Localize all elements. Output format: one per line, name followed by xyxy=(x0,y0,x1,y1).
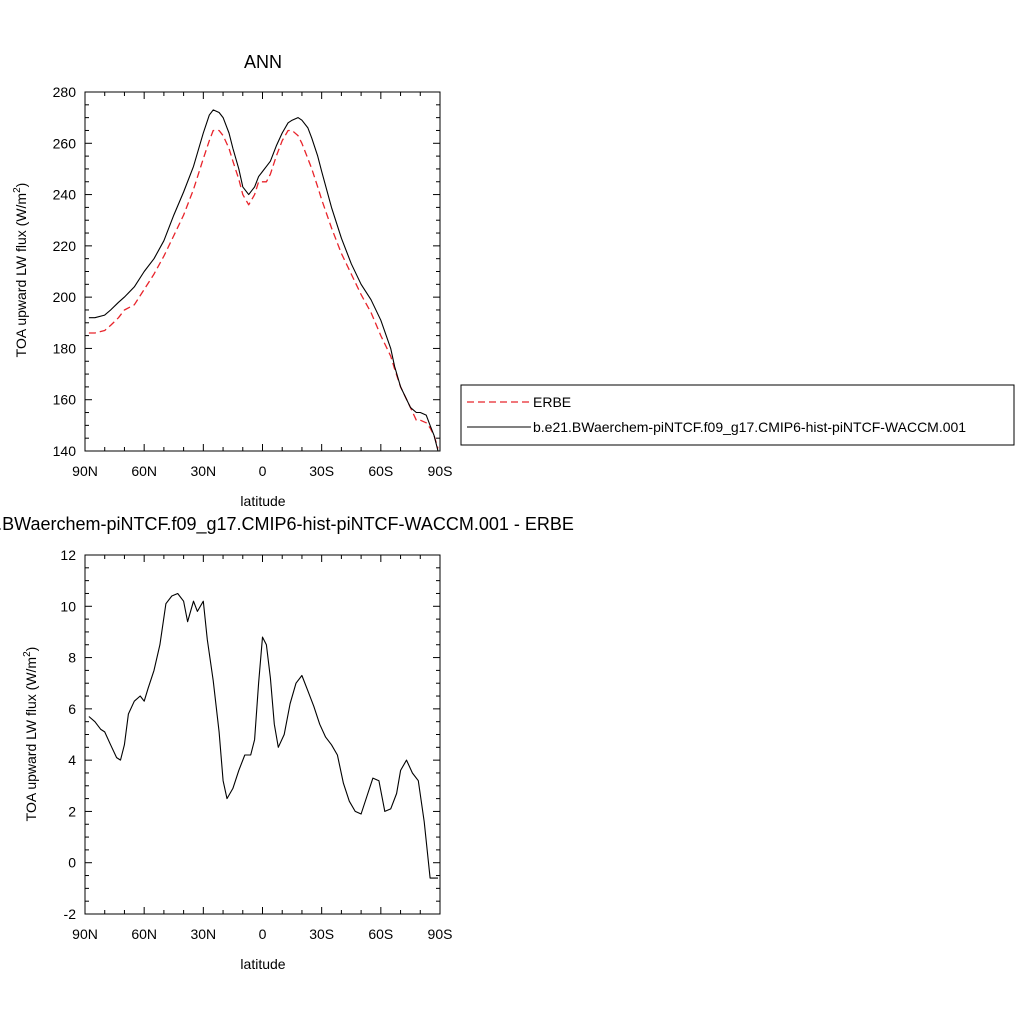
bottom-x-tick-label: 90S xyxy=(428,926,453,942)
top-y-tick-label: 260 xyxy=(53,135,77,151)
bottom-y-axis-label-sup: 2 xyxy=(22,651,33,657)
top-y-tick-label: 240 xyxy=(53,187,77,203)
top-x-tick-label: 90N xyxy=(72,463,98,479)
bottom-y-tick-label: 2 xyxy=(68,803,76,819)
bottom-x-tick-label: 60N xyxy=(131,926,157,942)
top-y-tick-label: 200 xyxy=(53,289,77,305)
bottom-axis-ticks: 90N 60N 30N 0 30S 60S 90S -2 0 2 4 6 8 10 12 xyxy=(60,547,452,942)
top-x-tick-label: 60S xyxy=(368,463,393,479)
top-y-axis-label: TOA upward LW flux (W/m2) xyxy=(12,183,29,358)
bottom-y-tick-label: 4 xyxy=(68,752,76,768)
top-plot-frame xyxy=(84,91,441,452)
top-x-tick-label: 90S xyxy=(428,463,453,479)
bottom-y-axis-label-end: ) xyxy=(23,647,39,652)
top-x-tick-label: 30S xyxy=(309,463,334,479)
top-y-axis-label-end: ) xyxy=(13,183,29,188)
bottom-x-tick-label: 30N xyxy=(190,926,216,942)
top-y-tick-label: 160 xyxy=(53,392,77,408)
legend: ERBE b.e21.BWaerchem-piNTCF.f09_g17.CMIP… xyxy=(460,384,1015,446)
bottom-series-group xyxy=(88,592,438,879)
top-y-axis-label-sup: 2 xyxy=(12,187,23,193)
top-y-axis-label-main: TOA upward LW flux (W/m xyxy=(13,193,29,357)
bottom-y-axis-label: TOA upward LW flux (W/m2) xyxy=(22,647,39,822)
bottom-y-tick-label: 0 xyxy=(68,855,76,871)
bottom-series-line-0 xyxy=(88,592,438,879)
top-y-tick-label: 140 xyxy=(53,443,77,459)
top-series-line-0 xyxy=(88,129,439,449)
bottom-x-tick-label: 0 xyxy=(259,926,267,942)
top-axis-ticks: 90N 60N 30N 0 30S 60S 90S 140 160 180 200 220 240 260… xyxy=(53,84,453,479)
bottom-chart-title: b.e21.BWaerchem-piNTCF.f09_g17.CMIP6-his… xyxy=(0,514,574,535)
top-x-tick-label: 60N xyxy=(131,463,157,479)
legend-label-model: b.e21.BWaerchem-piNTCF.f09_g17.CMIP6-his… xyxy=(533,419,966,435)
top-chart-title: ANN xyxy=(244,52,282,72)
legend-label-erbe: ERBE xyxy=(533,394,571,410)
top-panel: ANN 90N 60N 30N 0 30S 60S 90S 140 160 180 200 220 24… xyxy=(12,52,452,509)
bottom-plot-frame xyxy=(84,554,441,915)
bottom-y-tick-label: 6 xyxy=(68,701,76,717)
top-x-axis-label: latitude xyxy=(240,493,285,509)
bottom-panel: b.e21.BWaerchem-piNTCF.f09_g17.CMIP6-his… xyxy=(0,514,574,972)
bottom-x-tick-label: 90N xyxy=(72,926,98,942)
top-y-tick-label: 280 xyxy=(53,84,77,100)
legend-box xyxy=(460,384,1015,446)
bottom-y-axis-label-main: TOA upward LW flux (W/m xyxy=(23,657,39,821)
bottom-y-tick-label: 10 xyxy=(60,598,76,614)
top-y-tick-label: 180 xyxy=(53,340,77,356)
top-series-group xyxy=(88,109,439,452)
bottom-x-axis-label: latitude xyxy=(240,956,285,972)
bottom-y-tick-label: 12 xyxy=(60,547,76,563)
bottom-y-tick-label: 8 xyxy=(68,650,76,666)
bottom-x-tick-label: 30S xyxy=(309,926,334,942)
top-x-tick-label: 0 xyxy=(259,463,267,479)
top-x-tick-label: 30N xyxy=(190,463,216,479)
bottom-y-tick-label: -2 xyxy=(64,906,77,922)
top-series-line-1 xyxy=(88,109,439,452)
bottom-x-tick-label: 60S xyxy=(368,926,393,942)
top-y-tick-label: 220 xyxy=(53,238,77,254)
